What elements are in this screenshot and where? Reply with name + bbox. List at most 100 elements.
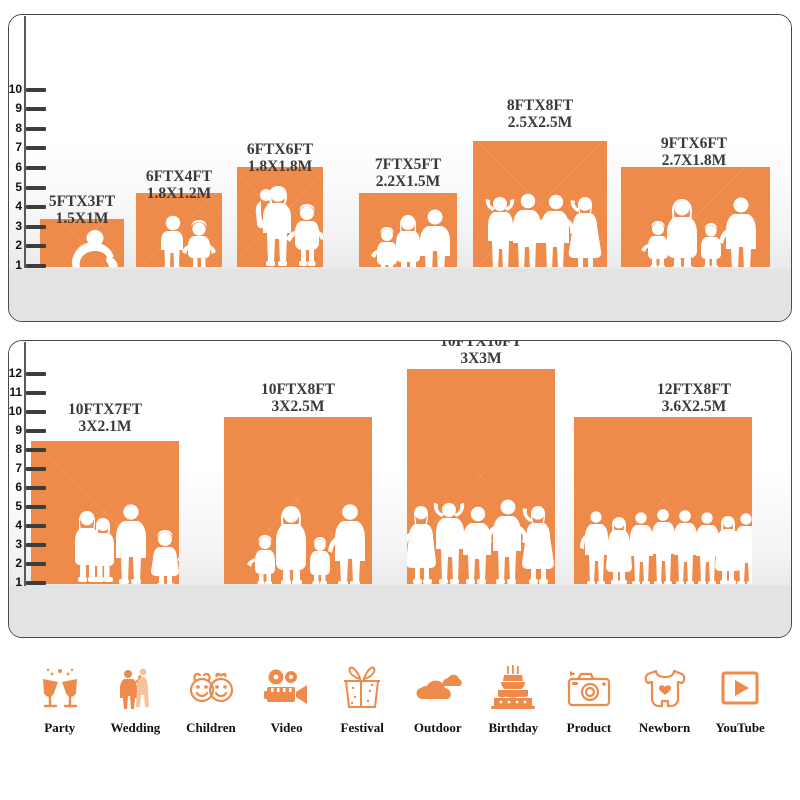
bar-size-m: 3X2.5M [271, 398, 325, 416]
party-glasses-icon [37, 660, 83, 716]
onesie-icon [642, 660, 688, 716]
y-tick-mark [26, 107, 46, 112]
bar-label-6ftx4ft: 6FTX4FT 1.8X1.2M [119, 168, 239, 203]
y-tick-label: 8 [15, 442, 22, 456]
bar-size-ft: 10FTX7FT [67, 401, 143, 418]
category-label: Outdoor [413, 720, 462, 735]
category-label: Product [566, 720, 612, 735]
bar-6ftx6ft [237, 167, 323, 267]
bar-label-10ftx10ft: 10FTX10FT 3X3M [421, 340, 541, 368]
category-item-party[interactable]: Party [22, 660, 98, 736]
bar-size-m: 3.6X2.5M [661, 398, 727, 416]
y-tick-mark [26, 562, 46, 566]
category-label: YouTube [715, 720, 765, 735]
category-item-product[interactable]: Product [551, 660, 627, 736]
y-tick-label: 2 [15, 238, 22, 253]
bar-size-m: 3X2.1M [78, 418, 132, 436]
y-tick-label: 1 [15, 258, 22, 272]
children-faces-icon [186, 660, 236, 716]
bar-size-m: 2.7X1.8M [661, 152, 727, 170]
bar-size-ft: 5FTX3FT [48, 193, 116, 210]
bar-size-m: 2.5X2.5M [507, 114, 573, 132]
y-tick-label: 8 [15, 120, 22, 135]
bar-7ftx5ft [359, 193, 457, 267]
y-tick-mark [26, 166, 46, 170]
y-tick-label: 9 [15, 101, 22, 116]
bar-label-10ftx8ft: 10FTX8FT 3X2.5M [238, 381, 358, 416]
bar-size-ft: 12FTX8FT [656, 381, 732, 398]
y-tick-mark [26, 486, 46, 490]
camera-icon [564, 660, 614, 716]
bar-12ftx8ft [574, 417, 752, 584]
category-label: Wedding [110, 720, 161, 735]
y-tick-mark [26, 244, 46, 249]
y-tick-mark [26, 429, 46, 433]
category-icon-strip: Party Wedding [8, 660, 792, 760]
category-label: Newborn [638, 720, 691, 735]
bar-10ftx10ft [407, 369, 555, 584]
bar-9ftx6ft [621, 167, 770, 267]
birthday-cake-icon [490, 660, 536, 716]
bar-size-ft: 6FTX4FT [145, 168, 213, 185]
category-item-wedding[interactable]: Wedding [98, 660, 174, 736]
bar-size-ft: 10FTX10FT [440, 340, 522, 350]
y-tick-label: 9 [15, 423, 22, 437]
y-tick-label: 2 [15, 556, 22, 570]
y-tick-label: 12 [8, 366, 22, 380]
y-tick-mark [26, 448, 46, 452]
floor-band [9, 585, 791, 637]
category-item-birthday[interactable]: Birthday [476, 660, 552, 736]
category-item-festival[interactable]: Festival [324, 660, 400, 736]
y-tick-mark [26, 372, 46, 376]
bar-label-6ftx6ft: 6FTX6FT 1.8X1.8M [220, 141, 340, 176]
bar-6ftx4ft [136, 193, 222, 267]
category-item-youtube[interactable]: YouTube [702, 660, 778, 736]
y-tick-label: 3 [15, 537, 22, 551]
bar-8ftx8ft [473, 141, 607, 267]
chart-panel-large: 10FTX7FT 3X2.1M [8, 340, 792, 638]
y-tick-mark [26, 581, 46, 585]
bar-10ftx8ft [224, 417, 372, 584]
category-label: Video [270, 720, 303, 735]
y-tick-mark [26, 467, 46, 471]
y-tick-mark [26, 205, 46, 210]
category-item-video[interactable]: Video [249, 660, 325, 736]
bar-label-8ftx8ft: 8FTX8FT 2.5X2.5M [480, 97, 600, 132]
category-label: Birthday [488, 720, 539, 735]
y-tick-label: 5 [15, 179, 22, 194]
y-tick-mark [26, 505, 46, 509]
y-tick-label: 7 [15, 461, 22, 475]
chart-panel-small-medium: 5FTX3FT 1.5X1M 6F [8, 14, 792, 322]
bar-size-ft: 8FTX8FT [506, 97, 574, 114]
y-tick-mark [26, 410, 46, 414]
category-item-newborn[interactable]: Newborn [627, 660, 703, 736]
bar-label-9ftx6ft: 9FTX6FT 2.7X1.8M [634, 135, 754, 170]
play-button-icon [718, 660, 762, 716]
y-tick-label: 3 [15, 218, 22, 233]
bar-size-m: 1.8X1.2M [146, 185, 212, 203]
category-item-children[interactable]: Children [173, 660, 249, 736]
cloud-icon [413, 660, 463, 716]
bar-10ftx7ft [31, 441, 179, 584]
y-tick-mark [26, 391, 46, 395]
category-item-outdoor[interactable]: Outdoor [400, 660, 476, 736]
y-tick-label: 4 [15, 518, 22, 532]
y-tick-label: 4 [15, 199, 22, 214]
bar-size-ft: 6FTX6FT [246, 141, 314, 158]
category-label: Children [186, 720, 236, 735]
y-tick-label: 6 [15, 480, 22, 494]
category-label: Festival [340, 720, 384, 735]
y-tick-mark [26, 524, 46, 528]
y-tick-label: 10 [8, 81, 22, 96]
y-tick-mark [26, 126, 46, 131]
y-axis-line-2 [24, 342, 26, 586]
y-tick-mark [26, 146, 46, 151]
bar-size-ft: 10FTX8FT [260, 381, 336, 398]
bar-label-10ftx7ft: 10FTX7FT 3X2.1M [45, 401, 165, 436]
y-tick-mark [26, 264, 46, 268]
category-label: Party [44, 720, 76, 735]
bar-label-7ftx5ft: 7FTX5FT 2.2X1.5M [348, 156, 468, 191]
y-tick-mark [26, 543, 46, 547]
video-camera-icon [262, 660, 312, 716]
y-tick-label: 5 [15, 499, 22, 513]
